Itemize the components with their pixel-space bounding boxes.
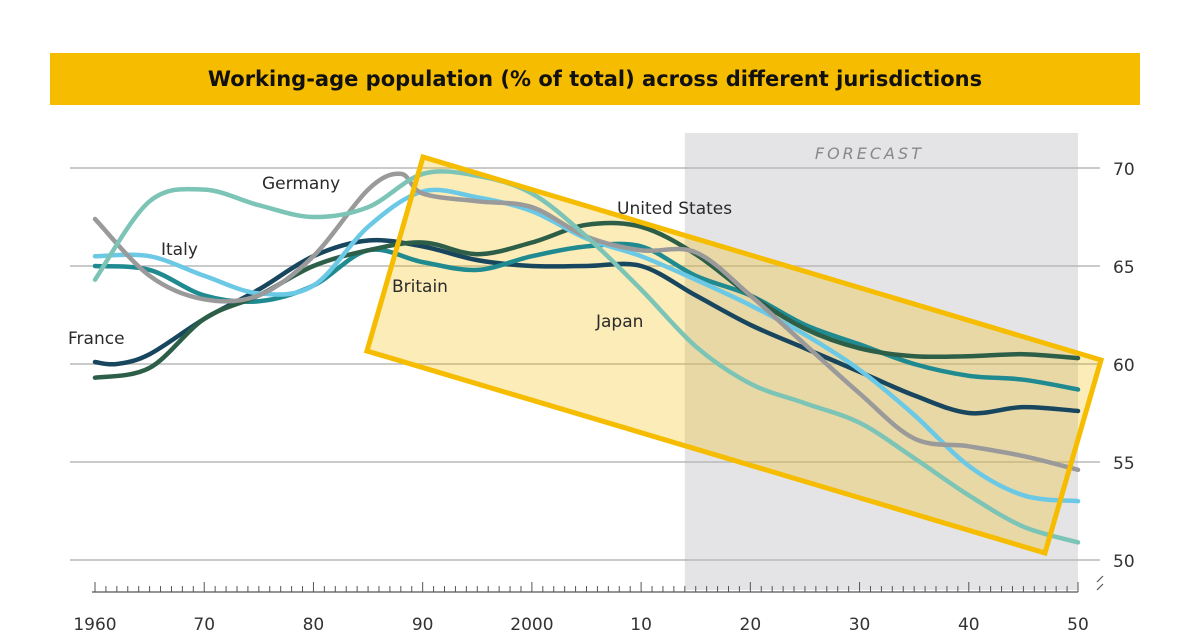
highlight-box [367, 157, 1101, 553]
series-line-japan [92, 169, 1081, 545]
x-tick-label: 20 [740, 615, 762, 635]
x-tick-label: 90 [412, 615, 434, 635]
x-axis: 1960 70 80 90 2000 10 20 30 40 50 [73, 575, 1104, 635]
y-tick-label: 70 [1113, 160, 1135, 180]
x-tick-label: 2000 [510, 615, 553, 635]
series-labels: Germany Italy France Britain United Stat… [68, 174, 732, 349]
series-lines [92, 169, 1081, 545]
y-axis: 50 55 60 65 70 [1113, 160, 1135, 572]
x-tick-label: 30 [849, 615, 871, 635]
x-tick-label: 50 [1067, 615, 1089, 635]
series-label-france: France [68, 329, 125, 349]
series-label-japan: Japan [595, 312, 643, 332]
x-tick-label: 1960 [73, 615, 116, 635]
forecast-label: FORECAST [815, 144, 924, 163]
x-tick-label: 10 [630, 615, 652, 635]
y-tick-label: 55 [1113, 454, 1135, 474]
x-tick-label: 40 [958, 615, 980, 635]
y-tick-label: 65 [1113, 258, 1135, 278]
series-line-germany [92, 171, 1081, 473]
x-tick-label: 70 [193, 615, 215, 635]
series-label-italy: Italy [161, 240, 198, 260]
x-tick-label: 80 [303, 615, 325, 635]
series-label-united-states: United States [617, 199, 732, 219]
series-label-germany: Germany [262, 174, 340, 194]
chart-title: Working-age population (% of total) acro… [207, 67, 983, 91]
highlight-box-border [363, 153, 1105, 557]
forecast-region [684, 133, 1078, 590]
title-banner: Working-age population (% of total) acro… [50, 53, 1140, 105]
y-tick-label: 60 [1113, 356, 1135, 376]
axis-break-icon [1096, 575, 1104, 591]
series-label-britain: Britain [392, 277, 448, 297]
y-tick-label: 50 [1113, 552, 1135, 572]
series-line-britain [92, 241, 1081, 392]
